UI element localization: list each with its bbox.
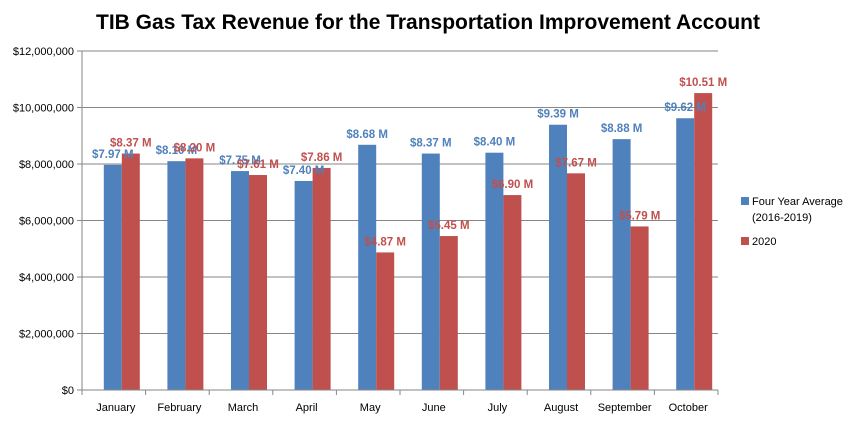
- data-label-2020-july: $6.90 M: [492, 179, 534, 191]
- data-label-2020-may: $4.87 M: [364, 236, 406, 248]
- x-tick-label-april: April: [296, 402, 318, 414]
- bar-four-year-average-february: [167, 161, 186, 390]
- bar-2020-september: [630, 226, 649, 390]
- data-label-four-year-average-september: $8.88 M: [601, 123, 643, 135]
- x-tick-label-february: February: [157, 402, 202, 414]
- data-label-2020-march: $7.61 M: [237, 159, 279, 171]
- data-label-four-year-average-august: $9.39 M: [537, 109, 579, 121]
- data-label-four-year-average-february: $8.10 M: [156, 145, 198, 157]
- bar-four-year-average-march: [231, 171, 249, 390]
- bar-four-year-average-june: [421, 153, 440, 390]
- x-axis: January February March April May June July Augu…: [81, 389, 719, 414]
- bar-four-year-average-october: [676, 118, 695, 391]
- bar-four-year-average-april: [294, 180, 313, 390]
- bar-2020-april: [312, 167, 331, 390]
- data-label-four-year-average-may: $8.68 M: [346, 129, 388, 141]
- bar-four-year-average-may: [358, 144, 377, 390]
- legend-label-four-year-average: Four Year Average: [752, 196, 843, 208]
- data-label-2020-june: $5.45 M: [428, 220, 470, 232]
- y-tick-label: $8,000,000: [19, 159, 74, 171]
- y-axis: $0 $2,000,000 $4,000,000 $6,000,000 $8,000,0…: [13, 46, 83, 397]
- y-tick-label: $12,000,000: [13, 46, 74, 58]
- bar-2020-march: [249, 175, 267, 390]
- bar-2020-february: [185, 158, 204, 390]
- bars: [103, 93, 713, 391]
- x-tick-label-may: May: [360, 402, 381, 414]
- bar-2020-june: [439, 236, 458, 390]
- y-tick-label: $6,000,000: [19, 216, 74, 228]
- x-tick-label-september: September: [598, 402, 652, 414]
- data-label-2020-january: $8.37 M: [110, 138, 152, 150]
- y-tick-label: $2,000,000: [19, 329, 74, 341]
- data-labels: $7.97 M$8.37 M$8.10 M$8.20 M$7.75 M$7.61…: [92, 77, 727, 248]
- legend-label-2020: 2020: [752, 236, 776, 248]
- y-tick-label: $10,000,000: [13, 103, 74, 115]
- data-label-four-year-average-march: $7.75 M: [219, 155, 261, 167]
- x-tick-label-january: January: [96, 402, 136, 414]
- legend-swatch-2020: [741, 237, 749, 245]
- x-tick-label-june: June: [422, 402, 446, 414]
- data-label-2020-april: $7.86 M: [301, 152, 343, 164]
- data-label-2020-august: $7.67 M: [555, 157, 597, 169]
- bar-2020-july: [503, 195, 522, 390]
- legend: Four Year Average (2016-2019) 2020: [741, 196, 843, 248]
- bar-2020-may: [376, 252, 395, 390]
- bar-four-year-average-july: [485, 152, 504, 390]
- data-label-2020-october: $10.51 M: [679, 77, 727, 89]
- bar-2020-august: [567, 173, 585, 390]
- data-label-four-year-average-april: $7.40 M: [283, 165, 325, 177]
- y-tick-label: $0: [62, 385, 74, 397]
- x-tick-label-october: October: [669, 402, 708, 414]
- x-tick-label-march: March: [228, 402, 259, 414]
- data-label-2020-september: $5.79 M: [619, 210, 661, 222]
- y-tick-label: $4,000,000: [19, 272, 74, 284]
- bar-2020-january: [121, 153, 140, 390]
- legend-swatch-four-year-average: [741, 197, 749, 205]
- x-tick-label-august: August: [544, 402, 578, 414]
- data-label-2020-february: $8.20 M: [174, 142, 216, 154]
- data-label-four-year-average-january: $7.97 M: [92, 149, 134, 161]
- data-label-four-year-average-july: $8.40 M: [474, 137, 516, 149]
- x-tick-label-july: July: [488, 402, 508, 414]
- data-label-four-year-average-october: $9.62 M: [664, 102, 706, 114]
- bar-four-year-average-september: [612, 139, 631, 390]
- data-label-four-year-average-june: $8.37 M: [410, 138, 452, 150]
- chart-title: TIB Gas Tax Revenue for the Transportati…: [96, 11, 760, 34]
- bar-four-year-average-january: [103, 164, 122, 390]
- bar-2020-october: [694, 93, 713, 390]
- bar-four-year-average-august: [549, 124, 567, 391]
- legend-label-four-year-average-years: (2016-2019): [752, 212, 812, 224]
